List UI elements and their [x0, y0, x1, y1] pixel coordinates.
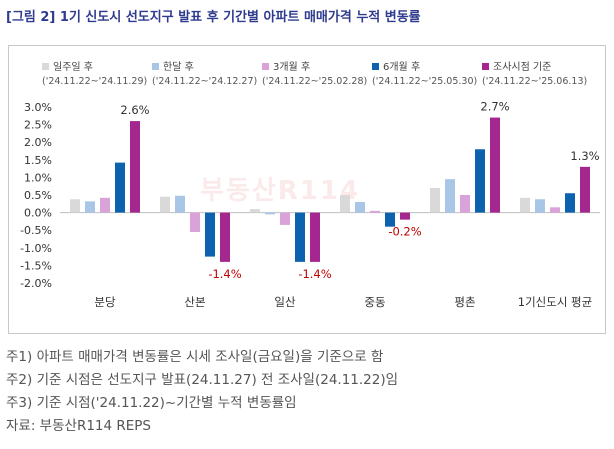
y-tick-label: 0.5% — [24, 189, 52, 202]
legend-label-3month: 3개월 후 — [273, 62, 311, 73]
x-tick-label: 일산 — [274, 295, 296, 309]
legend-period-3month: ('24.11.22~'25.02.28) — [262, 76, 368, 87]
y-tick-label: 3.0% — [24, 101, 52, 114]
legend-swatch-3month — [262, 63, 269, 70]
bar — [355, 202, 365, 213]
legend-period-6month: ('24.11.22~'25.05.30) — [372, 76, 478, 87]
bar — [580, 166, 590, 213]
data-label: 2.6% — [120, 103, 149, 117]
y-tick-label: -1.5% — [20, 259, 52, 272]
data-label: -1.4% — [208, 267, 241, 281]
legend-item-survey: 조사시점 기준 — [482, 58, 551, 73]
legend-item-6month: 6개월 후 — [372, 58, 420, 73]
bar — [430, 187, 440, 213]
bar — [295, 212, 305, 262]
legend-label-week: 일주일 후 — [53, 62, 93, 73]
bar — [565, 193, 575, 213]
legend-swatch-6month — [372, 63, 379, 70]
bar — [205, 212, 215, 257]
x-tick-label: 산본 — [184, 295, 205, 309]
data-label: 2.7% — [480, 100, 509, 114]
chart-panel — [8, 45, 606, 334]
bar — [310, 212, 320, 262]
bar — [385, 212, 395, 227]
bar — [250, 209, 260, 213]
footnote-3: 주3) 기준 시점('24.11.22)~기간별 누적 변동률임 — [6, 395, 297, 411]
bar — [550, 207, 560, 213]
y-tick-label: 2.0% — [24, 136, 52, 149]
watermark-logo: 부동산R114 — [200, 176, 361, 206]
bar — [520, 197, 530, 213]
y-tick-label: 1.0% — [24, 171, 52, 184]
bar — [445, 179, 455, 213]
bar — [115, 162, 125, 213]
bar — [280, 212, 290, 225]
legend-period-month: ('24.11.22~'24.12.27) — [152, 76, 258, 87]
x-tick-label: 1기신도시 평균 — [518, 295, 592, 309]
legend-swatch-survey — [482, 63, 489, 70]
y-tick-label: 1.5% — [24, 154, 52, 167]
bar — [490, 117, 500, 213]
data-label: -1.4% — [298, 267, 331, 281]
legend-period-week: ('24.11.22~'24.11.29) — [42, 76, 148, 87]
bar — [475, 149, 485, 213]
y-tick-label: 2.5% — [24, 119, 52, 132]
footnote-2: 주2) 기준 시점은 선도지구 발표(24.11.27) 전 조사일(24.11… — [6, 372, 399, 388]
bar — [70, 199, 80, 213]
legend-swatch-week — [42, 63, 49, 70]
legend-label-month: 한달 후 — [163, 62, 194, 73]
x-tick-label: 평촌 — [454, 295, 475, 309]
y-tick-label: 0.0% — [24, 207, 52, 220]
bar — [190, 212, 200, 232]
bar — [340, 195, 350, 213]
bar — [160, 196, 170, 213]
footnotes: 주1) 아파트 매매가격 변동률은 시세 조사일(금요일)을 기준으로 함 주2… — [6, 346, 606, 438]
y-tick-label: -0.5% — [20, 224, 52, 237]
page-title: [그림 2] 1기 신도시 선도지구 발표 후 기간별 아파트 매매가격 누적 … — [6, 10, 421, 25]
legend-label-6month: 6개월 후 — [383, 62, 421, 73]
bar — [220, 212, 230, 262]
legend-period-survey: ('24.11.22~'25.06.13) — [482, 76, 588, 87]
legend-item-3month: 3개월 후 — [262, 58, 310, 73]
bar — [85, 201, 95, 213]
bar — [460, 195, 470, 213]
bar — [175, 195, 185, 213]
bar — [100, 197, 110, 213]
legend-item-week: 일주일 후 — [42, 58, 93, 73]
legend-label-survey: 조사시점 기준 — [493, 62, 552, 73]
x-tick-label: 분당 — [94, 295, 116, 309]
footnote-1: 주1) 아파트 매매가격 변동률은 시세 조사일(금요일)을 기준으로 함 — [6, 349, 384, 365]
y-tick-label: -1.0% — [20, 242, 52, 255]
data-label: 1.3% — [570, 149, 599, 163]
source-note: 자료: 부동산R114 REPS — [6, 418, 151, 434]
legend-item-month: 한달 후 — [152, 58, 194, 73]
bar — [265, 212, 275, 215]
y-tick-label: -2.0% — [20, 277, 52, 290]
data-label: -0.2% — [388, 225, 421, 239]
x-tick-label: 중동 — [364, 295, 385, 309]
bar — [130, 121, 140, 213]
bar — [370, 210, 380, 213]
bar — [400, 212, 410, 220]
chart-legend: 일주일 후 ('24.11.22~'24.11.29) 한달 후 ('24.11… — [42, 58, 602, 92]
legend-swatch-month — [152, 63, 159, 70]
bar — [535, 199, 545, 213]
